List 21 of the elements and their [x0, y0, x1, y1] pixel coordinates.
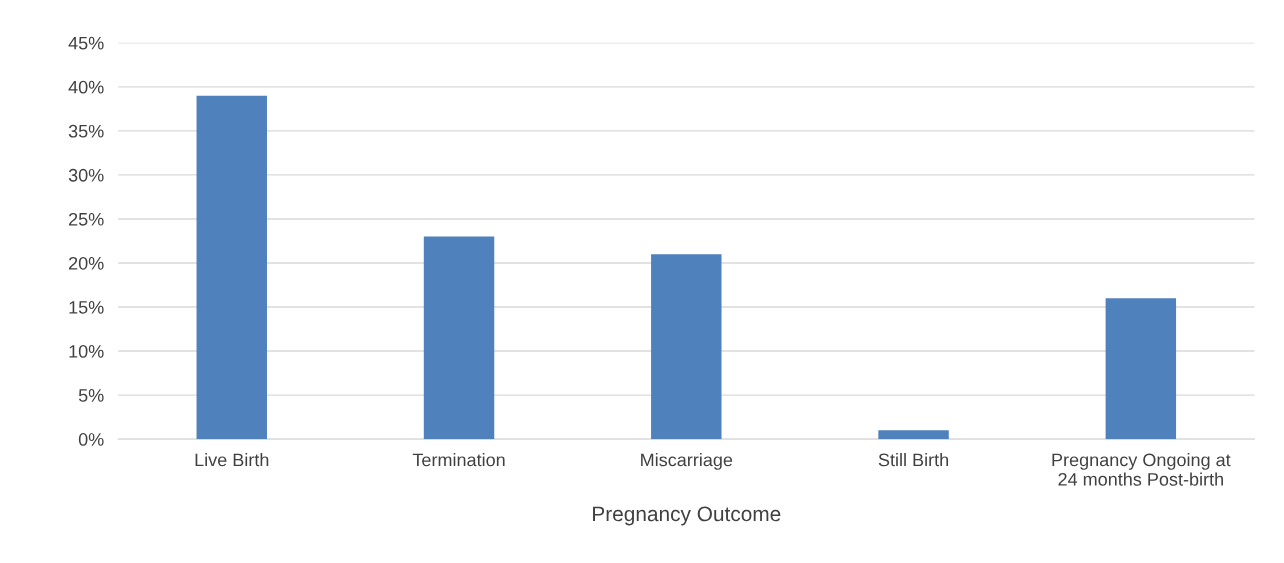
y-tick-label: 45%: [68, 36, 104, 50]
x-tick-label: Still Birth: [878, 453, 949, 467]
bar: [423, 236, 495, 440]
bar: [1105, 298, 1177, 440]
bar: [878, 430, 949, 440]
y-tick-label: 35%: [68, 124, 104, 138]
y-tick-label: 15%: [69, 301, 104, 314]
bar: [651, 254, 722, 440]
x-tick-label: Miscarriage: [641, 453, 733, 470]
y-tick-label: 0%: [78, 433, 104, 446]
y-tick-label: 10%: [69, 345, 104, 358]
bar: [196, 95, 267, 440]
x-tick-label: Pregnancy Ongoing at 24 months Post-birth: [1052, 453, 1231, 486]
y-tick-label: 40%: [68, 80, 104, 94]
y-tick-label: 25%: [69, 212, 104, 226]
x-tick-label: Termination: [412, 453, 505, 467]
x-axis-title: Pregnancy Outcome: [593, 506, 781, 526]
y-tick-label: 5%: [78, 389, 104, 402]
x-tick-label: Live Birth: [195, 453, 269, 467]
y-tick-label: 30%: [68, 168, 104, 182]
y-tick-label: 20%: [69, 256, 104, 270]
